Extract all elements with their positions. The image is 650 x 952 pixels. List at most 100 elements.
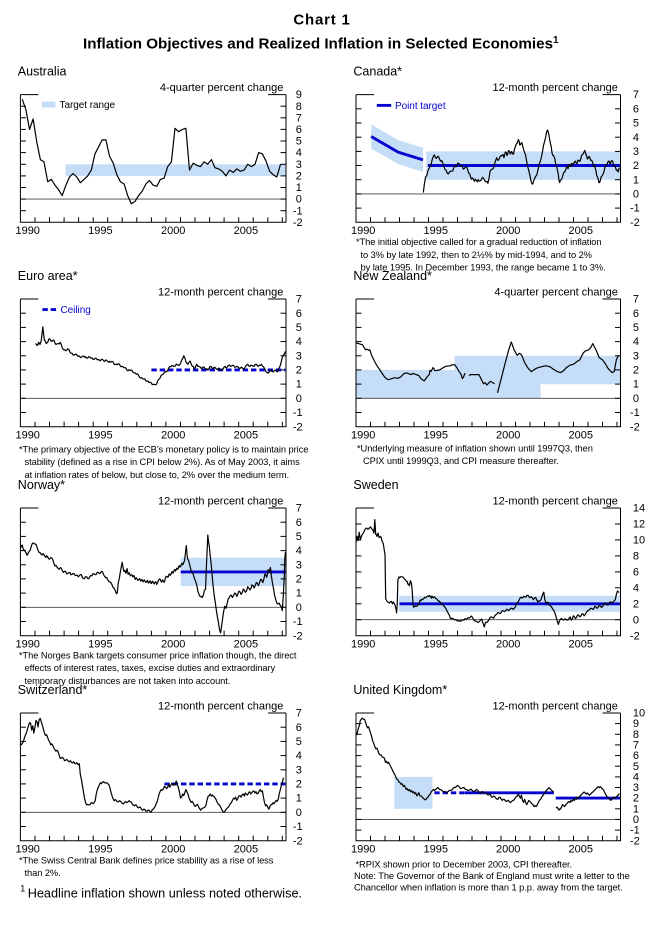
svg-text:7: 7 — [296, 503, 302, 515]
svg-text:8: 8 — [633, 551, 639, 563]
svg-text:4: 4 — [633, 132, 639, 144]
svg-text:1990: 1990 — [15, 225, 39, 237]
svg-text:6: 6 — [633, 750, 639, 762]
svg-text:Euro area*: Euro area* — [18, 269, 78, 283]
svg-text:3: 3 — [633, 146, 639, 158]
svg-text:stability (defined as a rise i: stability (defined as a rise in CPI belo… — [25, 457, 301, 467]
svg-text:12-month percent change: 12-month percent change — [493, 82, 618, 94]
svg-text:by late 1995. In December 1993: by late 1995. In December 1993, the rang… — [361, 262, 606, 272]
svg-text:5: 5 — [296, 736, 302, 748]
svg-text:-2: -2 — [630, 217, 640, 229]
svg-text:-1: -1 — [293, 407, 303, 419]
svg-text:1990: 1990 — [351, 639, 375, 651]
svg-text:1: 1 — [296, 379, 302, 391]
svg-text:2: 2 — [633, 793, 639, 805]
svg-text:*Underlying measure of inflati: *Underlying measure of inflation shown u… — [357, 444, 593, 454]
svg-text:2005: 2005 — [234, 225, 258, 237]
svg-text:1: 1 — [633, 379, 639, 391]
svg-text:4: 4 — [296, 147, 302, 159]
svg-text:2005: 2005 — [569, 225, 593, 237]
svg-text:2000: 2000 — [496, 844, 520, 856]
svg-text:6: 6 — [296, 124, 302, 136]
svg-text:than 2%.: than 2%. — [25, 868, 61, 878]
svg-text:4-quarter percent change: 4-quarter percent change — [494, 287, 618, 299]
svg-text:Note: The Governor of the Bank: Note: The Governor of the Bank of Englan… — [354, 871, 630, 881]
svg-text:2: 2 — [296, 171, 302, 183]
svg-text:7: 7 — [296, 112, 302, 124]
svg-text:6: 6 — [296, 517, 302, 529]
svg-text:2000: 2000 — [161, 430, 185, 442]
svg-text:12-month percent change: 12-month percent change — [158, 496, 283, 508]
svg-text:2: 2 — [296, 574, 302, 586]
svg-text:2: 2 — [296, 779, 302, 791]
svg-text:7: 7 — [633, 89, 639, 101]
svg-text:7: 7 — [296, 294, 302, 306]
svg-text:3: 3 — [296, 559, 302, 571]
svg-text:5: 5 — [633, 118, 639, 130]
svg-text:0: 0 — [296, 194, 302, 206]
svg-text:3: 3 — [633, 350, 639, 362]
svg-text:5: 5 — [296, 531, 302, 543]
svg-text:4: 4 — [296, 750, 302, 762]
svg-text:0: 0 — [633, 393, 639, 405]
svg-text:Australia: Australia — [18, 65, 67, 79]
svg-text:0: 0 — [633, 614, 639, 626]
svg-text:0: 0 — [296, 807, 302, 819]
svg-text:1990: 1990 — [15, 844, 39, 856]
svg-text:12: 12 — [633, 519, 645, 531]
svg-text:-1: -1 — [630, 203, 640, 215]
svg-text:4: 4 — [633, 582, 639, 594]
svg-text:1995: 1995 — [88, 430, 112, 442]
svg-text:0: 0 — [633, 189, 639, 201]
svg-text:8: 8 — [296, 101, 302, 113]
svg-text:1995: 1995 — [424, 430, 448, 442]
svg-text:Switzerland*: Switzerland* — [18, 683, 88, 697]
svg-text:temporary disturbances are not: temporary disturbances are not taken int… — [25, 676, 231, 686]
svg-text:2005: 2005 — [569, 639, 593, 651]
svg-text:2005: 2005 — [569, 430, 593, 442]
svg-text:1: 1 — [296, 793, 302, 805]
svg-text:CPIX until 1999Q3, and CPI mea: CPIX until 1999Q3, and CPI measure there… — [363, 456, 559, 466]
svg-text:Sweden: Sweden — [353, 478, 398, 492]
svg-text:1: 1 — [633, 803, 639, 815]
svg-text:2005: 2005 — [569, 844, 593, 856]
svg-text:5: 5 — [633, 761, 639, 773]
svg-text:New Zealand*: New Zealand* — [353, 269, 432, 283]
svg-text:1990: 1990 — [15, 430, 39, 442]
svg-text:Target range: Target range — [60, 100, 116, 111]
svg-text:2: 2 — [296, 365, 302, 377]
svg-text:*RPIX shown prior to December: *RPIX shown prior to December 2003, CPI … — [356, 860, 573, 870]
svg-text:Inflation Objectives and Reali: Inflation Objectives and Realized Inflat… — [83, 35, 559, 53]
svg-text:-1: -1 — [293, 821, 303, 833]
svg-text:12-month percent change: 12-month percent change — [493, 496, 618, 508]
svg-text:10: 10 — [633, 708, 645, 720]
svg-text:4: 4 — [296, 336, 302, 348]
svg-text:-2: -2 — [630, 835, 640, 847]
svg-text:4: 4 — [633, 772, 639, 784]
svg-text:1995: 1995 — [88, 844, 112, 856]
svg-text:*The initial objective called: *The initial objective called for a grad… — [356, 237, 602, 247]
svg-text:Ceiling: Ceiling — [61, 305, 91, 316]
svg-text:-2: -2 — [630, 630, 640, 642]
svg-text:3: 3 — [633, 782, 639, 794]
svg-text:Chancellor when inflation is m: Chancellor when inflation is more than 1… — [354, 882, 623, 892]
svg-text:4: 4 — [633, 336, 639, 348]
svg-text:Headline inflation shown unles: Headline inflation shown unless noted ot… — [28, 887, 302, 901]
svg-text:9: 9 — [633, 718, 639, 730]
svg-text:*The Swiss Central Bank define: *The Swiss Central Bank defines price st… — [19, 856, 274, 866]
svg-text:1990: 1990 — [351, 430, 375, 442]
svg-text:-2: -2 — [293, 630, 303, 642]
svg-text:0: 0 — [633, 814, 639, 826]
svg-text:5: 5 — [296, 136, 302, 148]
svg-text:-1: -1 — [293, 616, 303, 628]
svg-text:1995: 1995 — [424, 225, 448, 237]
svg-text:2: 2 — [633, 598, 639, 610]
svg-text:Canada*: Canada* — [353, 65, 402, 79]
svg-text:Chart 1: Chart 1 — [293, 11, 350, 28]
svg-text:14: 14 — [633, 503, 645, 515]
svg-text:1995: 1995 — [424, 639, 448, 651]
svg-text:2000: 2000 — [161, 639, 185, 651]
svg-text:5: 5 — [633, 322, 639, 334]
svg-text:1: 1 — [20, 884, 25, 894]
svg-text:2000: 2000 — [496, 225, 520, 237]
